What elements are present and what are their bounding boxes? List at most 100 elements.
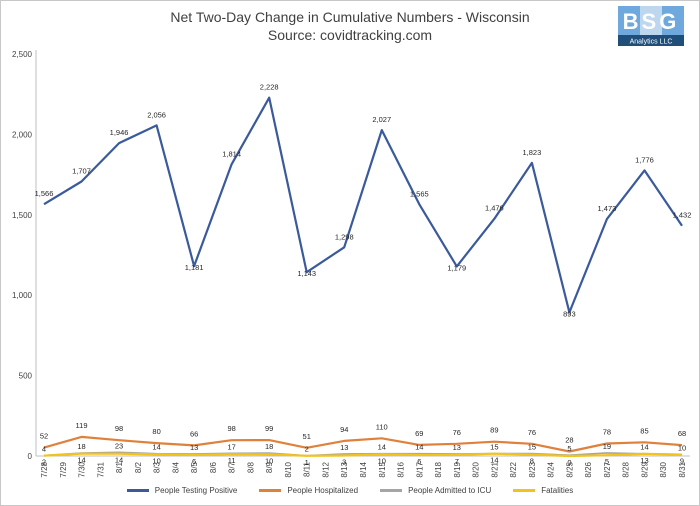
data-label-hospitalized: 76 xyxy=(453,428,461,437)
legend-swatch-hospitalized xyxy=(259,489,282,492)
data-label-fatalities: 9 xyxy=(680,457,684,466)
data-label-positive: 1,707 xyxy=(72,167,91,176)
data-label-positive: 1,566 xyxy=(35,189,54,198)
data-label-fatalities: 10 xyxy=(378,456,386,465)
data-label-icu: 14 xyxy=(152,443,160,452)
x-tick-label: 8/17 xyxy=(415,461,424,477)
x-tick-label: 8/29 xyxy=(640,461,649,477)
x-tick-label: 8/19 xyxy=(453,461,462,477)
y-tick-label: 1,000 xyxy=(12,291,33,300)
data-label-fatalities: 6 xyxy=(192,457,196,466)
data-label-icu: 5 xyxy=(567,444,571,453)
x-tick-label: 8/25 xyxy=(565,461,574,477)
x-tick-label: 8/7 xyxy=(228,461,237,473)
x-tick-label: 8/21 xyxy=(490,461,499,477)
logo-tile-g xyxy=(662,6,684,35)
y-tick-label: 0 xyxy=(28,452,33,461)
x-tick-label: 8/18 xyxy=(434,461,443,477)
x-tick-label: 8/30 xyxy=(659,461,668,477)
x-tick-label: 8/2 xyxy=(134,461,143,473)
x-tick-label: 8/3 xyxy=(153,461,162,473)
x-tick-label: 8/4 xyxy=(171,461,180,473)
data-label-icu: 14 xyxy=(378,443,386,452)
x-tick-label: 7/31 xyxy=(96,461,105,477)
x-tick-label: 8/6 xyxy=(209,461,218,473)
data-label-hospitalized: 51 xyxy=(303,432,311,441)
data-label-icu: 18 xyxy=(77,442,85,451)
data-label-positive: 1,143 xyxy=(297,269,316,278)
x-tick-label: 7/28 xyxy=(40,461,49,477)
data-label-hospitalized: 110 xyxy=(376,422,388,431)
x-tick-label: 8/15 xyxy=(378,461,387,477)
data-label-positive: 1,298 xyxy=(335,232,354,241)
chart-subtitle: Source: covidtracking.com xyxy=(267,27,433,43)
data-label-positive: 1,814 xyxy=(222,149,241,158)
series-layer xyxy=(43,96,683,458)
data-label-fatalities: 0 xyxy=(567,458,571,467)
x-tick-label: 8/26 xyxy=(584,461,593,477)
data-label-fatalities: 14 xyxy=(115,456,123,465)
x-tick-label: 7/29 xyxy=(59,461,68,477)
x-tick-label: 7/30 xyxy=(78,461,87,477)
data-label-hospitalized: 80 xyxy=(152,427,160,436)
data-label-icu: 18 xyxy=(265,442,273,451)
data-label-icu: 15 xyxy=(528,443,536,452)
legend-swatch-fatalities xyxy=(513,489,536,492)
x-tick-label: 8/22 xyxy=(509,461,518,477)
data-label-hospitalized: 98 xyxy=(115,424,123,433)
data-label-icu: 19 xyxy=(603,442,611,451)
x-tick-label: 8/23 xyxy=(528,461,537,477)
data-label-positive: 1,432 xyxy=(673,211,692,220)
data-label-icu: 15 xyxy=(490,443,498,452)
x-tick-label: 8/13 xyxy=(340,461,349,477)
x-tick-label: 8/10 xyxy=(284,461,293,477)
data-label-fatalities: 13 xyxy=(640,456,648,465)
data-label-fatalities: 5 xyxy=(605,457,609,466)
x-tick-label: 8/27 xyxy=(603,461,612,477)
data-label-fatalities: 11 xyxy=(228,456,236,465)
data-label-fatalities: 14 xyxy=(490,456,498,465)
data-label-hospitalized: 68 xyxy=(678,429,686,438)
x-tick-label: 8/20 xyxy=(472,461,481,477)
data-label-positive: 2,027 xyxy=(372,115,391,124)
x-axis: 7/28 7/29 7/30 7/31 8/1 8/2 8/3 8/4 8/5 8/6 8/7 8/8… xyxy=(36,455,690,478)
data-label-fatalities: 8 xyxy=(530,457,534,466)
data-label-hospitalized: 66 xyxy=(190,429,198,438)
x-tick-label: 8/5 xyxy=(190,461,199,473)
legend-label-icu: People Admitted to ICU xyxy=(408,486,492,495)
data-label-fatalities: 1 xyxy=(305,458,309,467)
logo-subtext: Analytics LLC xyxy=(630,39,673,46)
x-tick-label: 8/11 xyxy=(303,461,312,477)
series-line-positive xyxy=(43,96,683,314)
data-label-positive: 893 xyxy=(563,309,576,318)
data-label-icu: 10 xyxy=(678,443,686,452)
series-line-hospitalized xyxy=(43,435,683,453)
data-label-fatalities: 14 xyxy=(77,456,85,465)
legend-swatch-positive xyxy=(126,489,149,492)
data-label-hospitalized: 52 xyxy=(40,432,48,441)
y-axis: 0 500 1,000 1,500 2,000 2,500 xyxy=(12,50,37,461)
data-label-hospitalized: 76 xyxy=(528,428,536,437)
logo-band xyxy=(618,35,684,46)
data-label-icu: 13 xyxy=(453,443,461,452)
data-label-fatalities: 10 xyxy=(152,456,160,465)
y-tick-label: 2,000 xyxy=(12,130,33,139)
x-tick-label: 8/8 xyxy=(246,461,255,473)
logo-letters: BSG xyxy=(623,9,680,34)
x-tick-label: 8/1 xyxy=(115,461,124,473)
data-label-fatalities: 6 xyxy=(417,457,421,466)
data-labels: 1,566 1,707 1,946 2,056 1,181 1,814 2,228 1,143… xyxy=(35,83,692,467)
x-tick-label: 8/28 xyxy=(622,461,631,477)
data-label-fatalities: 7 xyxy=(455,457,459,466)
legend-swatch-icu xyxy=(380,489,403,492)
y-tick-label: 500 xyxy=(19,372,33,381)
x-tick-label: 8/9 xyxy=(265,461,274,473)
legend-item-positive: People Testing Positive xyxy=(126,486,237,495)
data-label-icu: 14 xyxy=(640,443,648,452)
data-label-positive: 1,823 xyxy=(522,148,541,157)
data-label-positive: 1,473 xyxy=(598,204,617,213)
data-label-hospitalized: 69 xyxy=(415,429,423,438)
data-label-hospitalized: 119 xyxy=(76,421,88,430)
legend-label-fatalities: Fatalities xyxy=(541,486,574,495)
data-label-hospitalized: 28 xyxy=(565,435,573,444)
